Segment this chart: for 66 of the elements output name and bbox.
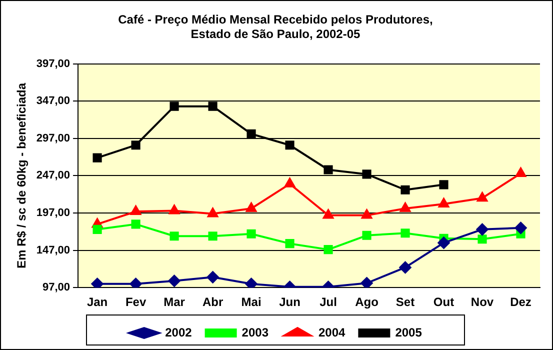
point xyxy=(324,165,333,174)
point xyxy=(246,202,257,212)
point xyxy=(362,230,372,240)
x-tick-label: Dez xyxy=(510,295,532,310)
y-tick-label: 197,00 xyxy=(36,207,70,220)
y-tick-label: 247,00 xyxy=(36,170,70,182)
point xyxy=(170,232,179,241)
y-tick-label: 147,00 xyxy=(36,244,70,256)
point xyxy=(324,245,333,254)
x-tick-label: Fev xyxy=(125,295,146,310)
point xyxy=(400,185,410,194)
point xyxy=(285,140,294,150)
chart-title: Café - Preço Médio Mensal Recebido pelos Produtores, Estado de São Paulo, 2002-05 xyxy=(118,12,433,41)
legend-label: 2004 xyxy=(318,325,346,340)
x-tick-label: Out xyxy=(433,295,454,310)
point xyxy=(322,209,334,219)
legend-label: 2002 xyxy=(165,325,192,340)
x-tick-label: Jan xyxy=(86,295,108,310)
point xyxy=(131,220,140,229)
point xyxy=(438,236,450,249)
point xyxy=(399,261,412,274)
point xyxy=(476,192,488,202)
point xyxy=(208,232,218,241)
point xyxy=(285,239,294,248)
y-axis-title: Em R$ / sc de 60kg - beneficiada xyxy=(14,82,29,268)
point xyxy=(515,167,526,177)
point xyxy=(245,278,258,288)
x-tick-label: Set xyxy=(396,295,415,310)
point xyxy=(130,206,142,216)
point xyxy=(478,234,487,244)
x-tick-label: Ago xyxy=(355,295,378,310)
point xyxy=(170,102,179,111)
point xyxy=(92,224,102,234)
x-tick-label: Jun xyxy=(279,295,300,310)
point xyxy=(400,202,411,212)
x-tick-label: Nov xyxy=(470,295,494,310)
point xyxy=(360,277,373,288)
y-tick-label: 297,00 xyxy=(36,132,70,144)
x-tick-label: Abr xyxy=(202,295,224,310)
point xyxy=(400,228,410,238)
point xyxy=(362,170,372,179)
point xyxy=(246,229,256,238)
point xyxy=(91,278,104,288)
x-tick-label: Jul xyxy=(320,295,337,310)
point xyxy=(438,198,450,208)
y-tick-label: 397,00 xyxy=(36,58,70,70)
x-tick-label: Mai xyxy=(241,295,262,310)
point xyxy=(476,223,488,236)
point xyxy=(168,204,180,214)
point xyxy=(284,178,296,188)
point xyxy=(130,278,142,288)
point xyxy=(208,102,218,111)
point xyxy=(361,209,372,219)
point xyxy=(92,153,102,162)
point xyxy=(206,271,219,284)
legend-label: 2003 xyxy=(242,325,269,340)
legend-label: 2005 xyxy=(395,325,422,340)
y-tick-label: 97,00 xyxy=(42,282,70,294)
y-tick-label: 347,00 xyxy=(36,95,70,108)
point xyxy=(514,222,527,234)
point xyxy=(207,208,218,218)
point xyxy=(131,140,140,150)
point xyxy=(168,274,180,287)
x-tick-label: Mar xyxy=(164,295,186,310)
point xyxy=(246,129,256,138)
point xyxy=(439,180,448,190)
